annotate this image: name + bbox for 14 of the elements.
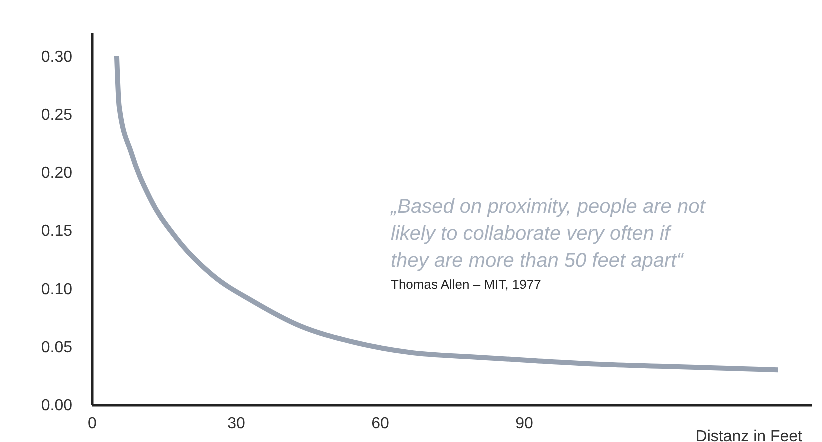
x-tick-label: 0 <box>88 416 98 432</box>
y-tick-label: 0.10 <box>41 281 73 298</box>
y-tick-label: 0.15 <box>41 223 73 240</box>
y-tick-label: 0.20 <box>41 165 73 182</box>
x-axis-title: Distanz in Feet <box>696 428 804 442</box>
y-tick-label: 0.05 <box>41 339 73 356</box>
y-tick-label: 0.25 <box>41 106 73 124</box>
x-tick-label: 30 <box>228 416 246 432</box>
annotation: „Based on proximity, people are not likely to collaborate very often if they are more than 50 feet apart“ <box>390 196 707 272</box>
y-tick-label: 0.30 <box>41 48 73 66</box>
annotation: Thomas Allen – MIT, 1977 <box>391 277 542 292</box>
x-tick-label: 90 <box>516 416 534 432</box>
x-tick-label: 60 <box>372 416 390 432</box>
y-tick-label: 0.00 <box>41 398 73 414</box>
